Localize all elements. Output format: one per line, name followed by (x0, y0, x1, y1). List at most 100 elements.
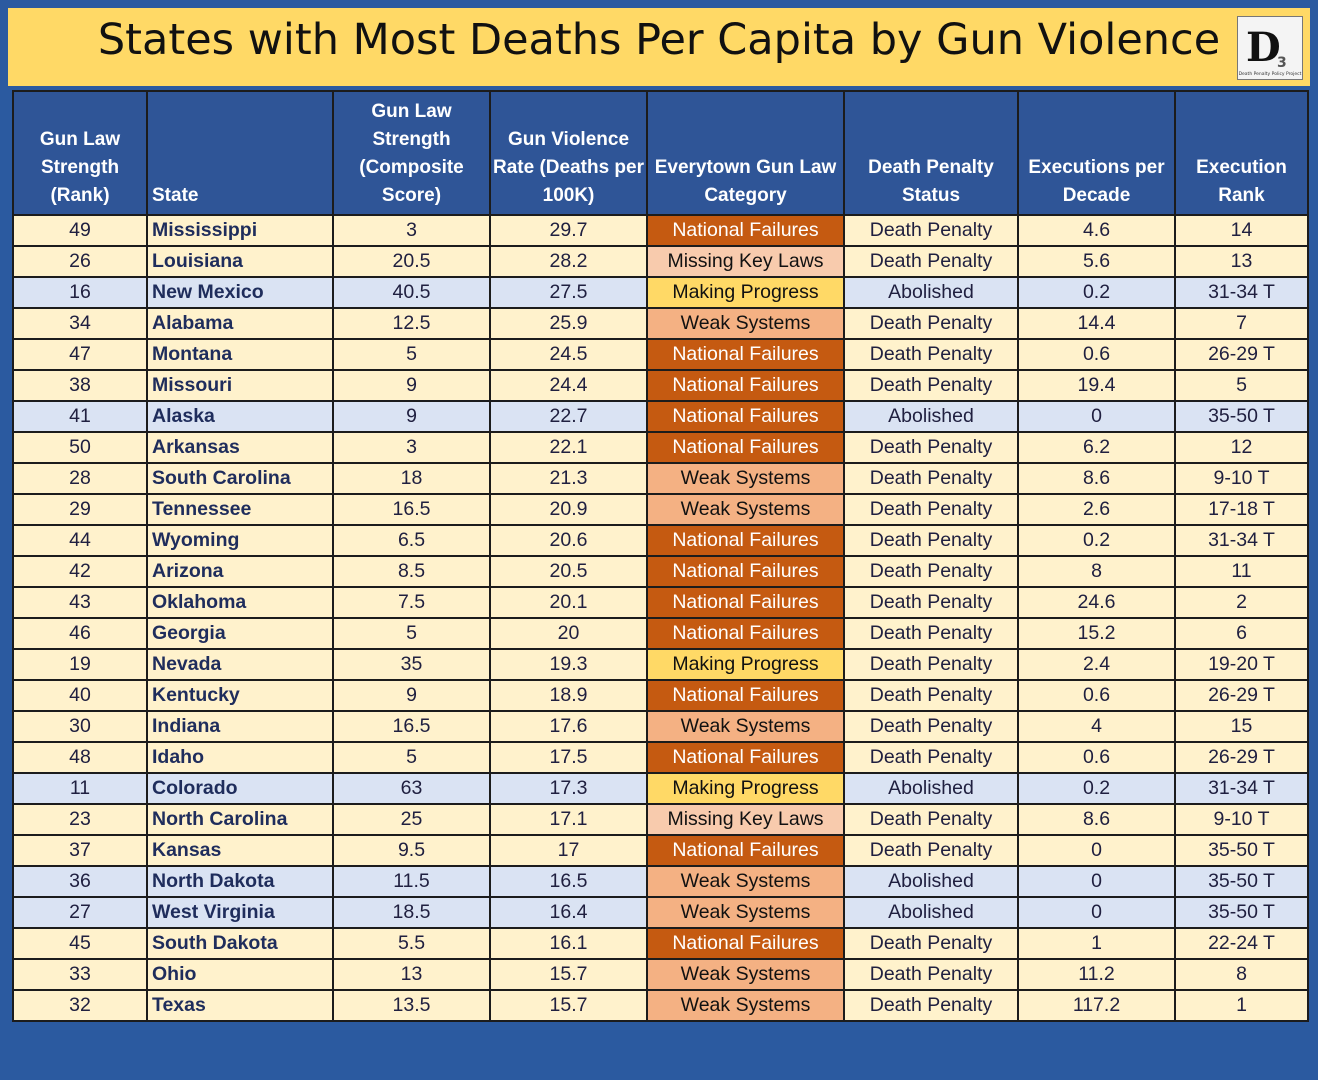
cell-status: Death Penalty (843, 989, 1019, 1022)
cell-state: West Virginia (146, 896, 334, 929)
cell-status: Death Penalty (843, 214, 1019, 247)
cell-state: North Dakota (146, 865, 334, 898)
cell-rank: 46 (12, 617, 148, 650)
table-row: 36 North Dakota 11.5 16.5 Weak Systems Abolis… (12, 865, 1309, 898)
cell-category: National Failures (646, 338, 845, 371)
cell-state: Idaho (146, 741, 334, 774)
col-header-score: Gun Law Strength (Composite Score) (332, 90, 491, 216)
logo-letter: D (1246, 24, 1281, 71)
cell-state: Oklahoma (146, 586, 334, 619)
cell-state: Alabama (146, 307, 334, 340)
cell-state: Mississippi (146, 214, 334, 247)
cell-rate: 17.3 (489, 772, 648, 805)
table-row: 48 Idaho 5 17.5 National Failures Death Penal… (12, 741, 1309, 774)
cell-executions: 8.6 (1017, 803, 1176, 836)
cell-executions: 0.6 (1017, 338, 1176, 371)
cell-category: Making Progress (646, 772, 845, 805)
cell-rank: 28 (12, 462, 148, 495)
cell-category: National Failures (646, 369, 845, 402)
cell-rate: 17.6 (489, 710, 648, 743)
cell-rate: 27.5 (489, 276, 648, 309)
cell-executions: 5.6 (1017, 245, 1176, 278)
cell-executions: 24.6 (1017, 586, 1176, 619)
cell-score: 9 (332, 369, 491, 402)
cell-exec-rank: 14 (1174, 214, 1309, 247)
cell-rank: 26 (12, 245, 148, 278)
cell-executions: 8.6 (1017, 462, 1176, 495)
cell-score: 25 (332, 803, 491, 836)
cell-category: National Failures (646, 617, 845, 650)
cell-score: 5 (332, 617, 491, 650)
cell-score: 20.5 (332, 245, 491, 278)
cell-exec-rank: 26-29 T (1174, 679, 1309, 712)
table-row: 44 Wyoming 6.5 20.6 National Failures Death P… (12, 524, 1309, 557)
cell-score: 18.5 (332, 896, 491, 929)
cell-status: Death Penalty (843, 338, 1019, 371)
cell-score: 11.5 (332, 865, 491, 898)
cell-executions: 0 (1017, 400, 1176, 433)
cell-status: Abolished (843, 896, 1019, 929)
cell-score: 3 (332, 214, 491, 247)
cell-rate: 20.5 (489, 555, 648, 588)
cell-status: Death Penalty (843, 741, 1019, 774)
table-row: 38 Missouri 9 24.4 National Failures Death Pe… (12, 369, 1309, 402)
cell-category: Weak Systems (646, 462, 845, 495)
cell-category: National Failures (646, 214, 845, 247)
cell-score: 5.5 (332, 927, 491, 960)
cell-rate: 17 (489, 834, 648, 867)
cell-status: Death Penalty (843, 679, 1019, 712)
cell-exec-rank: 1 (1174, 989, 1309, 1022)
title-bar (8, 8, 1310, 86)
table-row: 29 Tennessee 16.5 20.9 Weak Systems Death Pen… (12, 493, 1309, 526)
cell-state: Arizona (146, 555, 334, 588)
table-row: 46 Georgia 5 20 National Failures Death Penal… (12, 617, 1309, 650)
cell-executions: 0.6 (1017, 741, 1176, 774)
cell-exec-rank: 8 (1174, 958, 1309, 991)
svg-text:3: 3 (1277, 55, 1287, 71)
cell-exec-rank: 2 (1174, 586, 1309, 619)
cell-status: Death Penalty (843, 462, 1019, 495)
cell-score: 18 (332, 462, 491, 495)
cell-status: Death Penalty (843, 245, 1019, 278)
table-row: 42 Arizona 8.5 20.5 National Failures Death P… (12, 555, 1309, 588)
cell-score: 9 (332, 679, 491, 712)
cell-category: Weak Systems (646, 865, 845, 898)
cell-exec-rank: 7 (1174, 307, 1309, 340)
cell-category: Weak Systems (646, 493, 845, 526)
cell-rank: 29 (12, 493, 148, 526)
table-row: 49 Mississippi 3 29.7 National Failures Death… (12, 214, 1309, 247)
cell-state: Ohio (146, 958, 334, 991)
cell-rate: 16.1 (489, 927, 648, 960)
cell-status: Abolished (843, 276, 1019, 309)
cell-rate: 17.5 (489, 741, 648, 774)
cell-category: Weak Systems (646, 896, 845, 929)
cell-rank: 47 (12, 338, 148, 371)
cell-score: 12.5 (332, 307, 491, 340)
page-title: States with Most Deaths Per Capita by Gu… (97, 15, 1221, 65)
cell-state: Montana (146, 338, 334, 371)
cell-executions: 1 (1017, 927, 1176, 960)
col-header-rank: Gun Law Strength (Rank) (12, 90, 148, 216)
cell-category: Making Progress (646, 276, 845, 309)
cell-state: Nevada (146, 648, 334, 681)
cell-score: 13 (332, 958, 491, 991)
cell-status: Death Penalty (843, 493, 1019, 526)
cell-exec-rank: 12 (1174, 431, 1309, 464)
cell-rank: 38 (12, 369, 148, 402)
table-row: 50 Arkansas 3 22.1 National Failures Death Pe… (12, 431, 1309, 464)
table-body: 49 Mississippi 3 29.7 National Failures Death… (12, 214, 1309, 1022)
cell-category: Weak Systems (646, 958, 845, 991)
col-header-state: State (146, 90, 334, 216)
col-header-status: Death Penalty Status (843, 90, 1019, 216)
cell-exec-rank: 17-18 T (1174, 493, 1309, 526)
cell-score: 35 (332, 648, 491, 681)
cell-exec-rank: 31-34 T (1174, 772, 1309, 805)
cell-executions: 19.4 (1017, 369, 1176, 402)
cell-score: 9.5 (332, 834, 491, 867)
table-row: 40 Kentucky 9 18.9 National Failures Death Pe… (12, 679, 1309, 712)
cell-score: 3 (332, 431, 491, 464)
cell-status: Death Penalty (843, 524, 1019, 557)
header-row: Gun Law Strength (Rank) State Gun Law St… (12, 90, 1309, 216)
cell-state: South Dakota (146, 927, 334, 960)
cell-exec-rank: 35-50 T (1174, 834, 1309, 867)
